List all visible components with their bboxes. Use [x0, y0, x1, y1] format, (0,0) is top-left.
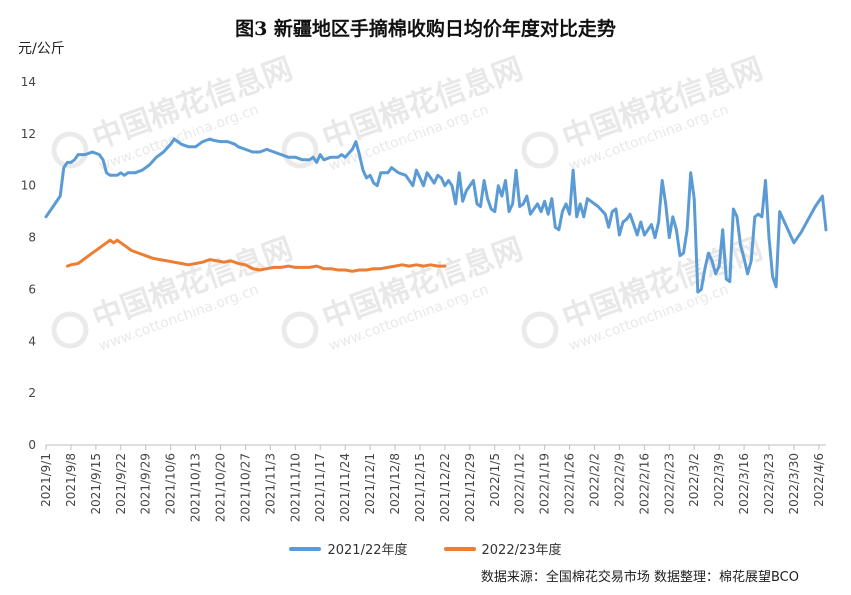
watermark-logo	[281, 311, 319, 349]
x-tick-label: 2022/2/16	[637, 453, 651, 515]
chart-title: 图3 新疆地区手摘棉收购日均价年度对比走势	[235, 18, 616, 40]
y-tick-label: 8	[28, 231, 36, 245]
x-tick-label: 2021/9/1	[39, 453, 53, 507]
watermark-logo	[521, 131, 559, 169]
x-tick-label: 2022/1/12	[513, 453, 527, 515]
watermark-logo	[51, 131, 89, 169]
legend-swatch-2021-22	[289, 546, 322, 551]
x-tick-label: 2021/10/13	[189, 453, 203, 522]
x-tick-label: 2021/12/8	[388, 453, 402, 515]
legend-label-2021-22: 2021/22年度	[327, 543, 408, 558]
x-tick-label: 2021/10/6	[164, 453, 178, 515]
y-tick-label: 14	[21, 75, 36, 89]
y-tick-label: 10	[21, 179, 36, 193]
x-tick-label: 2021/9/22	[114, 453, 128, 515]
x-tick-label: 2022/3/2	[687, 453, 701, 507]
x-tick-label: 2021/9/8	[64, 453, 78, 507]
x-tick-label: 2021/11/17	[313, 453, 327, 522]
x-tick-label: 2022/4/6	[812, 453, 826, 507]
watermark-logo	[521, 311, 559, 349]
legend-swatch-2022-23	[443, 546, 476, 551]
y-tick-label: 6	[28, 282, 36, 296]
x-tick-label: 2021/9/15	[89, 453, 103, 515]
x-tick-label: 2022/3/16	[737, 453, 751, 515]
x-tick-label: 2021/12/29	[463, 453, 477, 522]
x-tick-label: 2021/12/22	[438, 453, 452, 522]
watermark-logo	[281, 131, 319, 169]
legend: 2021/22年度 2022/23年度	[0, 539, 851, 558]
y-axis-unit-label: 元/公斤	[18, 41, 65, 57]
x-tick-label: 2022/1/5	[488, 453, 502, 507]
x-tick-label: 2021/11/24	[338, 453, 352, 522]
y-tick-label: 12	[21, 127, 36, 141]
x-tick-label: 2021/11/3	[263, 453, 277, 515]
x-tick-label: 2021/10/20	[214, 453, 228, 522]
series-line-2021-22	[44, 137, 828, 294]
x-tick-label: 2022/2/23	[662, 453, 676, 515]
y-tick-label: 4	[28, 334, 36, 348]
x-tick-label: 2022/3/9	[712, 453, 726, 507]
x-tick-label: 2022/3/23	[762, 453, 776, 515]
legend-item-2022-23: 2022/23年度	[443, 539, 562, 558]
x-tick-label: 2021/12/15	[413, 453, 427, 522]
x-tick-label: 2021/9/29	[139, 453, 153, 515]
watermark-logo	[51, 311, 89, 349]
legend-item-2021-22: 2021/22年度	[289, 539, 408, 558]
legend-label-2022-23: 2022/23年度	[481, 543, 562, 558]
series-line-2022-23	[65, 238, 447, 273]
y-tick-label: 0	[28, 438, 36, 452]
x-tick-label: 2022/1/19	[538, 453, 552, 515]
x-tick-label: 2022/1/26	[563, 453, 577, 515]
x-tick-label: 2022/3/30	[787, 453, 801, 515]
source-note: 数据来源：全国棉花交易市场 数据整理：棉花展望BCO	[480, 570, 799, 585]
x-tick-label: 2022/2/9	[612, 453, 626, 507]
y-tick-label: 2	[28, 386, 36, 400]
x-tick-label: 2022/2/2	[587, 453, 601, 507]
axes-group: 0 2 4 6 8 10 12 14 2021/9/1 2021/9/8 2021/9/15 2021…	[21, 75, 826, 522]
x-tick-label: 2021/10/27	[238, 453, 252, 522]
series-layer	[44, 137, 828, 294]
x-tick-label: 2021/12/1	[363, 453, 377, 515]
x-tick-label: 2021/11/10	[288, 453, 302, 522]
